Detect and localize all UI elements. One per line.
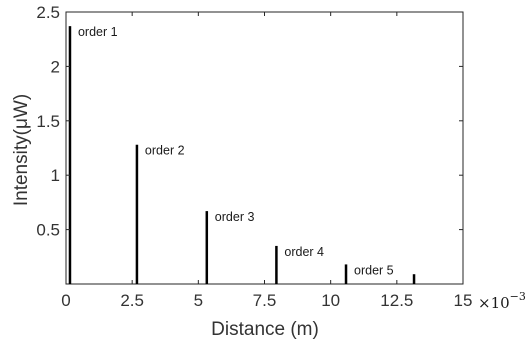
x-tick-label: 7.5	[253, 291, 277, 310]
x-tick-label: 10	[321, 291, 340, 310]
peak-bar	[68, 26, 72, 284]
peak-bar	[205, 211, 209, 284]
peak-bars	[68, 26, 416, 284]
x-axis-ticks: 0 2.5 5 7.5 10 12.5 15	[61, 12, 472, 310]
plot-area	[65, 11, 464, 285]
peak-label: order 4	[284, 245, 324, 259]
y-tick-label: 2.5	[36, 3, 60, 22]
peak-label: order 5	[354, 263, 394, 277]
x-tick-label: 12.5	[380, 291, 413, 310]
y-tick-label: 1	[51, 166, 60, 185]
peak-label: order 3	[215, 210, 255, 224]
x-multiplier-base: ×10	[478, 294, 510, 312]
x-tick-label: 15	[454, 291, 473, 310]
y-tick-label: 1.5	[36, 112, 60, 131]
y-axis-label: Intensity(μW)	[11, 94, 32, 206]
y-axis-ticks: 0.5 1 1.5 2 2.5	[36, 3, 463, 240]
peak-label: order 2	[145, 144, 185, 158]
y-tick-label: 2	[51, 57, 60, 76]
x-tick-label: 2.5	[120, 291, 144, 310]
x-axis-multiplier: ×10−3	[478, 290, 526, 312]
x-multiplier-exponent: −3	[510, 290, 526, 303]
peak-bar	[344, 264, 348, 284]
x-tick-label: 5	[194, 291, 203, 310]
peak-annotations: order 1 order 2 order 3 order 4 order 5	[78, 25, 394, 277]
x-tick-label: 0	[61, 291, 70, 310]
peak-bar	[275, 245, 278, 284]
peak-bar	[135, 144, 139, 284]
plot-frame	[65, 11, 464, 285]
x-axis-label: Distance (m)	[211, 319, 319, 340]
peak-label: order 1	[78, 25, 118, 39]
y-tick-label: 0.5	[36, 221, 60, 240]
peak-bar	[412, 274, 416, 284]
